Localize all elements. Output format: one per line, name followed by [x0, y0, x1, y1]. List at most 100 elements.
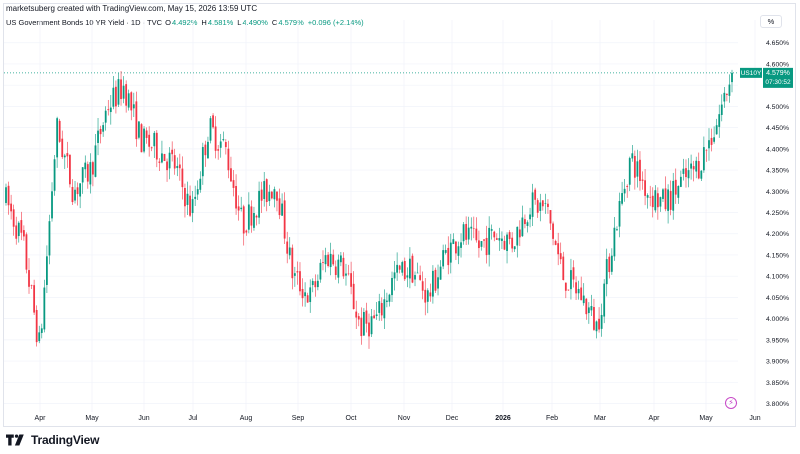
- x-tick-label: Aug: [240, 415, 253, 422]
- candle-body: [178, 164, 181, 169]
- candle-body: [623, 188, 626, 194]
- x-tick-label: Jul: [189, 415, 198, 422]
- candle-body: [521, 217, 524, 237]
- candle-body: [662, 189, 664, 199]
- candle-body: [35, 309, 38, 343]
- candle-body: [403, 261, 406, 280]
- candle-body: [81, 167, 84, 183]
- candle-body: [53, 159, 56, 191]
- candle-body: [618, 201, 621, 227]
- candle-body: [580, 287, 583, 301]
- candle-body: [370, 316, 373, 335]
- candle-body: [679, 176, 682, 187]
- candle-body: [406, 275, 409, 278]
- candle-body: [419, 275, 422, 280]
- y-tick-label: 3.850%: [766, 380, 789, 387]
- candle-body: [342, 257, 345, 277]
- candle-body: [495, 238, 498, 240]
- y-tick-label: 3.900%: [766, 359, 789, 366]
- candle-body: [577, 288, 580, 294]
- candle-body: [130, 92, 133, 111]
- candle-body: [253, 213, 255, 228]
- candle-body: [250, 206, 253, 226]
- candle-body: [646, 195, 649, 198]
- candle-body: [181, 168, 184, 188]
- candle-body: [296, 271, 299, 273]
- x-tick-label: Apr: [35, 415, 47, 422]
- candle-body: [713, 137, 716, 142]
- candle-body: [316, 280, 319, 288]
- x-tick-label: Sep: [292, 415, 305, 422]
- candle-body: [544, 203, 547, 204]
- candle-body: [347, 273, 350, 275]
- candle-body: [442, 250, 445, 267]
- candle-body: [644, 180, 646, 196]
- candle-body: [616, 229, 618, 231]
- legend: US Government Bonds 10 YR Yield · 1D · T…: [6, 18, 368, 27]
- ohlc-label-c: C: [271, 18, 278, 27]
- candle-body: [416, 272, 419, 274]
- y-tick-label: 4.100%: [766, 274, 789, 281]
- candle-body: [304, 292, 306, 297]
- candle-body: [554, 240, 557, 245]
- candle-body: [227, 148, 230, 171]
- unit-toggle-button[interactable]: %: [760, 15, 782, 28]
- candle-body: [10, 203, 13, 212]
- candle-body: [490, 229, 493, 231]
- candle-body: [232, 180, 235, 188]
- grid-lines: [4, 20, 756, 412]
- candle-body: [322, 262, 324, 263]
- candle-body: [562, 256, 565, 281]
- candle-body: [664, 188, 667, 210]
- candle-body: [388, 294, 391, 302]
- candle-body: [513, 246, 516, 250]
- candle-body: [171, 149, 174, 155]
- candle-body: [457, 246, 460, 256]
- candle-body: [360, 317, 363, 337]
- candle-body: [109, 107, 112, 113]
- candle-body: [467, 227, 470, 240]
- candle-body: [263, 181, 266, 199]
- candle-body: [449, 242, 452, 263]
- candle-body: [651, 195, 654, 208]
- candle-body: [201, 147, 204, 177]
- candle-body: [38, 332, 41, 342]
- candle-body: [378, 301, 381, 313]
- candle-body: [299, 271, 301, 292]
- current-price-tag: US10Y 4.579% 07:30:52: [740, 67, 793, 88]
- candle-body: [659, 197, 662, 207]
- ohlc-value: 4.579%: [278, 18, 304, 27]
- candle-body: [166, 161, 168, 171]
- candle-body: [40, 328, 43, 333]
- x-tick-label: Jun: [749, 415, 760, 422]
- candle-body: [603, 283, 606, 317]
- candle-body: [633, 155, 636, 178]
- candle-body: [224, 142, 227, 148]
- candle-body: [720, 104, 723, 115]
- candle-body: [393, 272, 396, 279]
- candle-body: [414, 275, 416, 280]
- x-tick-label: Apr: [649, 415, 661, 422]
- candle-body: [654, 190, 657, 211]
- candle-body: [649, 196, 652, 198]
- candle-body: [472, 228, 475, 230]
- snapshot-lightning-icon[interactable]: ⚡: [725, 397, 737, 409]
- candle-body: [311, 280, 314, 286]
- candle-body: [74, 189, 76, 201]
- candle-body: [125, 84, 128, 106]
- candle-body: [506, 234, 508, 251]
- candle-body: [148, 134, 151, 147]
- y-tick-label: 4.400%: [766, 146, 789, 153]
- candle-body: [557, 243, 560, 255]
- candle-body: [674, 179, 677, 195]
- candle-body: [437, 277, 439, 289]
- candle-body: [626, 185, 629, 187]
- candle-body: [570, 270, 572, 290]
- candle-body: [585, 298, 588, 315]
- candle-body: [383, 299, 386, 319]
- candle-body: [99, 128, 102, 135]
- candle-body: [731, 72, 733, 83]
- candle-body: [15, 225, 18, 239]
- candle-body: [501, 238, 503, 241]
